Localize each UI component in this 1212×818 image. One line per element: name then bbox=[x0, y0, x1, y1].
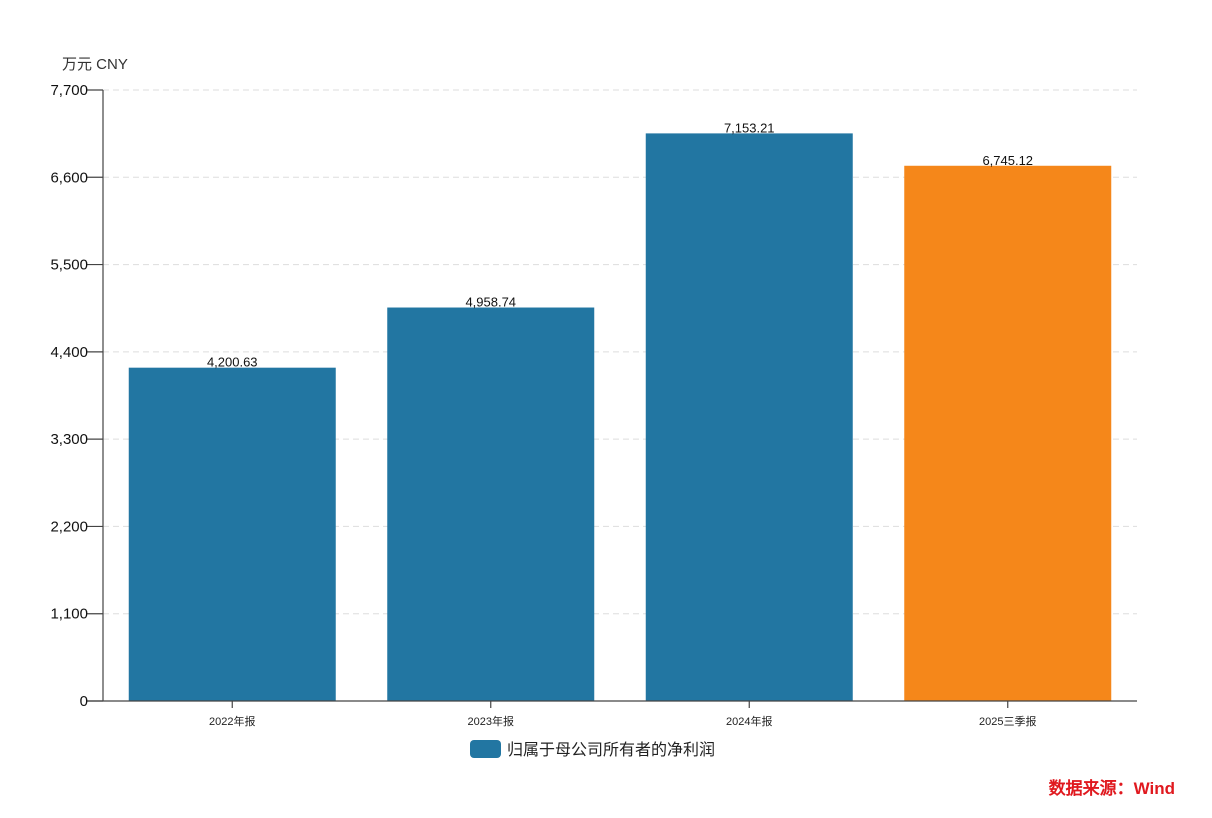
y-tick-label: 4,400 bbox=[50, 344, 88, 361]
y-tick-label: 5,500 bbox=[50, 257, 88, 274]
bar-value-label: 7,153.21 bbox=[724, 120, 775, 135]
legend-swatch bbox=[470, 740, 501, 758]
y-tick-label: 3,300 bbox=[50, 431, 88, 448]
axes bbox=[86, 90, 1137, 702]
x-tick-label: 2024年报 bbox=[726, 714, 772, 728]
legend: 归属于母公司所有者的净利润 bbox=[470, 740, 715, 759]
y-axis-ticks: 0 1,100 2,200 3,300 4,400 5,500 6,600 7,700 bbox=[50, 82, 103, 710]
bar-value-label: 4,200.63 bbox=[207, 355, 258, 370]
y-tick-label: 1,100 bbox=[50, 606, 88, 623]
bar-2022年报[interactable] bbox=[128, 367, 336, 701]
value-labels: 4,200.63 4,958.74 7,153.21 6,745.12 bbox=[207, 120, 1033, 369]
bars-group bbox=[128, 133, 1112, 702]
x-tick-label: 2025三季报 bbox=[979, 714, 1036, 728]
y-tick-label: 7,700 bbox=[50, 82, 88, 99]
y-tick-label: 6,600 bbox=[50, 169, 88, 186]
y-axis-unit-label: 万元 CNY bbox=[62, 56, 128, 73]
y-tick-label: 2,200 bbox=[50, 518, 88, 535]
legend-label: 归属于母公司所有者的净利润 bbox=[507, 741, 715, 759]
x-tick-label: 2022年报 bbox=[209, 714, 255, 728]
bar-2023年报[interactable] bbox=[387, 307, 595, 701]
bar-value-label: 4,958.74 bbox=[465, 295, 516, 310]
y-tick-label: 0 bbox=[80, 693, 88, 710]
bar-2025三季报[interactable] bbox=[904, 165, 1112, 701]
bar-value-label: 6,745.12 bbox=[982, 153, 1033, 168]
bar-2024年报[interactable] bbox=[645, 133, 853, 702]
x-tick-label: 2023年报 bbox=[468, 714, 514, 728]
x-axis-ticks: 2022年报 2023年报 2024年报 2025三季报 bbox=[209, 701, 1036, 728]
data-source-note: 数据来源：Wind bbox=[1049, 778, 1175, 798]
